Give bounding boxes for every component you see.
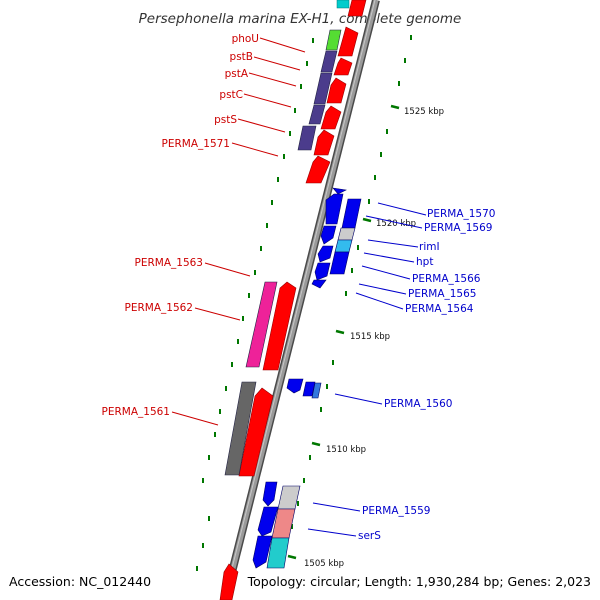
gene-arrow[interactable] xyxy=(305,155,331,184)
gene-arrow-perma-1569[interactable] xyxy=(341,198,362,229)
reverse-gene-track xyxy=(252,187,362,569)
gene-arrow-perma-1560[interactable] xyxy=(286,378,304,394)
genome-summary-text: Topology: circular; Length: 1,930,284 bp… xyxy=(247,574,591,589)
gene-label-psts[interactable]: pstS xyxy=(214,114,237,126)
gene-arrow-perma-1559[interactable] xyxy=(257,506,279,537)
gene-arrow-perma-1561[interactable] xyxy=(238,387,274,477)
gene-block[interactable] xyxy=(266,537,290,569)
gene-block-pstc[interactable] xyxy=(308,104,326,125)
genome-backbone xyxy=(221,0,380,600)
gene-label-pstb[interactable]: pstB xyxy=(230,51,253,63)
tick-label-1505: 1505 kbp xyxy=(304,559,344,569)
gene-arrow-perma-1565[interactable] xyxy=(314,262,331,281)
gene-label-perma-1571[interactable]: PERMA_1571 xyxy=(162,138,230,150)
gene-label-perma-1559[interactable]: PERMA_1559 xyxy=(362,505,430,517)
tick-label-1525: 1525 kbp xyxy=(404,107,444,117)
gene-label-psta[interactable]: pstA xyxy=(225,68,249,80)
gene-block-phou[interactable] xyxy=(325,29,342,51)
gene-arrow[interactable] xyxy=(320,105,342,130)
gene-block[interactable] xyxy=(336,0,350,9)
gene-block[interactable] xyxy=(337,227,356,241)
gene-block[interactable] xyxy=(311,382,322,399)
gene-label-perma-1564[interactable]: PERMA_1564 xyxy=(405,303,474,315)
gene-label-perma-1560[interactable]: PERMA_1560 xyxy=(384,398,452,410)
tick-label-1520: 1520 kbp xyxy=(376,219,416,229)
gene-label-hpt[interactable]: hpt xyxy=(416,256,433,268)
gene-arrow[interactable] xyxy=(313,129,335,156)
gene-arrow[interactable] xyxy=(252,535,273,569)
gene-arrow[interactable] xyxy=(333,57,353,76)
gene-label-perma-1562[interactable]: PERMA_1562 xyxy=(125,302,193,314)
gene-label-perma-1563[interactable]: PERMA_1563 xyxy=(135,257,203,269)
reverse-leader-lines xyxy=(307,202,427,537)
forward-labels: phoU pstB pstA pstC pstS PERMA_1571 PERM… xyxy=(102,33,259,418)
forward-leader-lines xyxy=(171,37,306,426)
gene-label-rimi[interactable]: rimI xyxy=(419,241,440,253)
forward-gene-track xyxy=(219,0,367,600)
tick-marks xyxy=(196,35,412,571)
tick-label-1515: 1515 kbp xyxy=(350,332,390,342)
gene-arrow-perma-1566[interactable] xyxy=(329,251,350,275)
gene-arrow[interactable] xyxy=(326,77,347,104)
gene-arrow-perma-1564[interactable] xyxy=(311,279,327,289)
gene-label-perma-1570[interactable]: PERMA_1570 xyxy=(427,208,495,220)
gene-label-perma-1565[interactable]: PERMA_1565 xyxy=(408,288,476,300)
gene-label-phou[interactable]: phoU xyxy=(232,33,259,45)
gene-arrow[interactable] xyxy=(347,0,367,17)
gene-block-pstb[interactable] xyxy=(320,50,338,73)
gene-block-psta[interactable] xyxy=(313,72,333,105)
gene-block-perma-1563[interactable] xyxy=(245,281,278,368)
gene-arrow-perma-1570[interactable] xyxy=(325,193,344,225)
gene-arrow[interactable] xyxy=(302,381,316,397)
gene-label-pstc[interactable]: pstC xyxy=(219,89,243,101)
reverse-labels: PERMA_1570 PERMA_1569 rimI hpt PERMA_156… xyxy=(358,208,495,542)
gene-label-perma-1561[interactable]: PERMA_1561 xyxy=(102,406,170,418)
gene-arrow[interactable] xyxy=(332,187,347,195)
map-title: Persephonella marina EX-H1, complete gen… xyxy=(139,11,462,27)
gene-arrow-perma-1562[interactable] xyxy=(262,281,297,371)
gene-arrow[interactable] xyxy=(317,245,334,263)
gene-block-perma-1561[interactable] xyxy=(224,381,257,476)
gene-block-hpt[interactable] xyxy=(334,239,353,253)
gene-arrow[interactable] xyxy=(219,563,239,600)
forward-colored-blocks xyxy=(224,29,342,476)
gene-arrow-rimi[interactable] xyxy=(320,225,337,245)
gene-label-perma-1566[interactable]: PERMA_1566 xyxy=(412,273,481,285)
accession-text: Accession: NC_012440 xyxy=(9,574,151,589)
gene-block[interactable] xyxy=(277,485,301,510)
gene-label-sers[interactable]: serS xyxy=(358,530,381,542)
gene-label-perma-1569[interactable]: PERMA_1569 xyxy=(424,222,492,234)
gene-arrow[interactable] xyxy=(262,481,278,507)
gene-block-psts[interactable] xyxy=(297,125,317,151)
gene-arrow[interactable] xyxy=(337,26,359,57)
tick-label-1510: 1510 kbp xyxy=(326,445,366,455)
